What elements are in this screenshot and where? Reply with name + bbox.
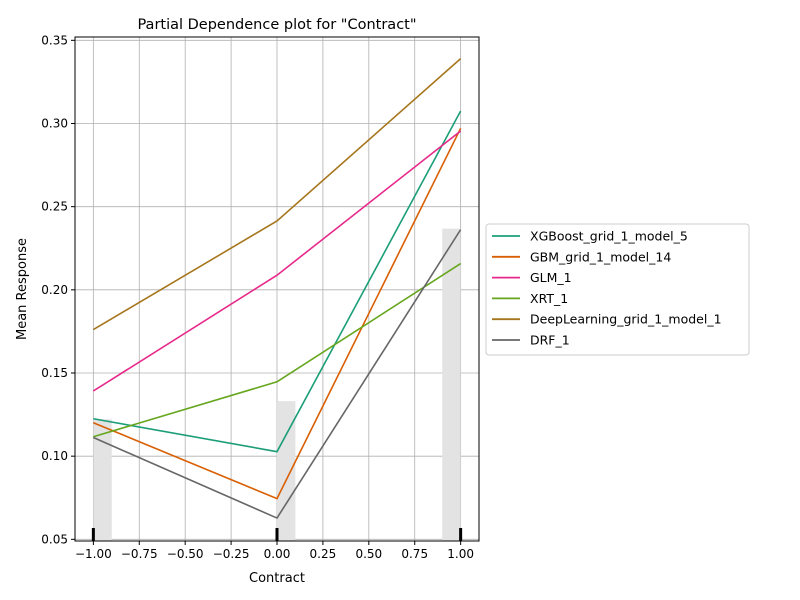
- series-line: [92, 58, 462, 331]
- y-tick-label: 0.30: [41, 116, 68, 130]
- y-tick-label: 0.25: [41, 200, 68, 214]
- x-tick-label: 1.00: [447, 547, 474, 561]
- y-tick-label: 0.35: [41, 33, 68, 47]
- x-tick-label: 0.00: [264, 547, 291, 561]
- histogram-bar: [277, 401, 296, 541]
- legend-label: GBM_grid_1_model_14: [530, 249, 671, 264]
- histogram-bar: [93, 419, 112, 541]
- legend-label: XRT_1: [530, 291, 568, 306]
- x-tick-label: −1.00: [75, 547, 112, 561]
- x-tick-label: 0.50: [355, 547, 382, 561]
- y-tick-label: 0.20: [41, 283, 68, 297]
- y-axis-ticks: 0.05 0.10 0.15 0.20 0.25 0.30 0.35: [41, 33, 75, 546]
- y-tick-label: 0.05: [41, 532, 68, 546]
- histogram-bar: [442, 228, 461, 541]
- y-tick-label: 0.15: [41, 366, 68, 380]
- x-tick-label: 0.75: [401, 547, 428, 561]
- x-tick-label: −0.50: [167, 547, 204, 561]
- series-line: [93, 262, 462, 438]
- x-axis-ticks: −1.00 −0.75 −0.50 −0.25 0.00 0.25 0.50 0.75 1.00: [75, 541, 474, 561]
- x-tick-label: 0.25: [310, 547, 337, 561]
- grid: [75, 37, 479, 541]
- x-axis-label: Contract: [249, 571, 305, 586]
- y-tick-label: 0.10: [41, 449, 68, 463]
- x-tick-label: −0.75: [121, 547, 158, 561]
- rug-marks: [91, 528, 463, 541]
- y-axis-label: Mean Response: [15, 238, 30, 340]
- legend-label: GLM_1: [530, 270, 572, 285]
- series-line: [93, 229, 462, 520]
- x-tick-label: −0.25: [213, 547, 250, 561]
- histogram-bars: [93, 228, 461, 541]
- chart-title: Partial Dependence plot for "Contract": [137, 17, 416, 33]
- series-line: [92, 130, 462, 392]
- legend-label: DeepLearning_grid_1_model_1: [530, 312, 722, 327]
- series-lines: [92, 58, 462, 520]
- legend-label: DRF_1: [530, 333, 570, 348]
- legend: XGBoost_grid_1_model_5 GBM_grid_1_model_1…: [485, 223, 750, 356]
- series-line: [93, 110, 462, 453]
- legend-label: XGBoost_grid_1_model_5: [530, 229, 688, 244]
- legend-box: [485, 223, 750, 356]
- series-line: [93, 127, 462, 500]
